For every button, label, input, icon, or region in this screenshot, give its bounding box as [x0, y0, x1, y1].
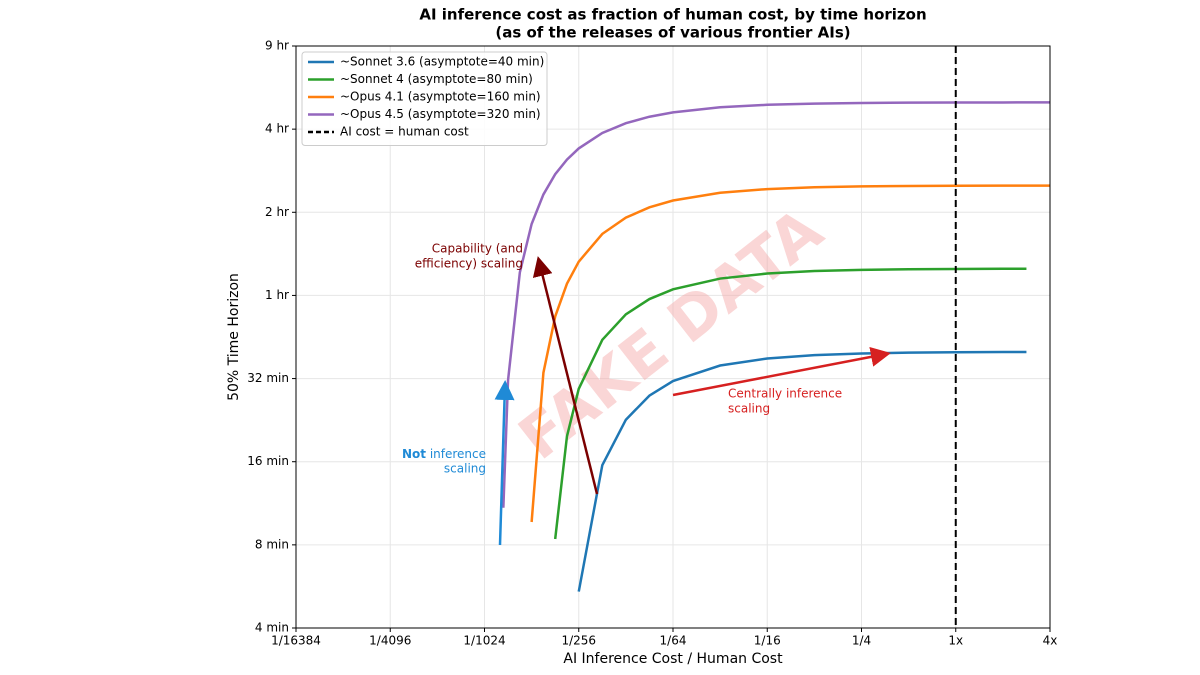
- watermark: FAKE DATA: [506, 195, 836, 474]
- y-tick-label: 32 min: [247, 371, 289, 385]
- plot-frame: [295, 45, 1051, 629]
- y-tick-label: 1 hr: [265, 288, 289, 302]
- legend-label: ~Sonnet 3.6 (asymptote=40 min): [340, 55, 544, 69]
- annotation-text: scaling: [728, 402, 770, 416]
- x-tick-label: 1x: [948, 634, 963, 648]
- y-tick-label: 4 min: [255, 621, 289, 635]
- x-tick-label: 1/4: [852, 634, 871, 648]
- chart-subtitle: (as of the releases of various frontier …: [495, 24, 850, 42]
- y-tick-label: 2 hr: [265, 205, 289, 219]
- x-tick-label: 4x: [1043, 634, 1058, 648]
- annotation-text: Centrally inference: [728, 387, 842, 401]
- x-tick-label: 1/64: [660, 634, 687, 648]
- x-tick-label: 1/1024: [463, 634, 505, 648]
- plot-lines: [502, 46, 1050, 628]
- series-line: [553, 267, 1027, 540]
- legend-label: ~Sonnet 4 (asymptote=80 min): [340, 72, 533, 86]
- annotation-text: scaling: [444, 462, 486, 476]
- x-tick-label: 1/4096: [369, 634, 411, 648]
- legend: ~Sonnet 3.6 (asymptote=40 min) ~Sonnet 4 …: [301, 51, 548, 146]
- series-line: [502, 101, 1050, 508]
- annotation-text: inference: [430, 447, 486, 461]
- x-tick-label: 1/16384: [271, 634, 321, 648]
- legend-box: [301, 51, 548, 146]
- arrow: [672, 347, 891, 397]
- x-tick-label: 1/256: [561, 634, 596, 648]
- arrow: [494, 380, 515, 546]
- y-tick-label: 4 hr: [265, 122, 289, 136]
- legend-label: ~Opus 4.1 (asymptote=160 min): [340, 90, 541, 104]
- legend-label: AI cost = human cost: [340, 125, 469, 139]
- y-tick-label: 16 min: [247, 454, 289, 468]
- y-tick-label: 9 hr: [265, 39, 289, 53]
- annotation-bold: Not: [402, 447, 426, 461]
- annotation-text: Not inference: [402, 447, 486, 461]
- annotation-text: Capability (and: [432, 242, 523, 256]
- arrow: [532, 256, 599, 495]
- annotation-text: efficiency) scaling: [415, 257, 523, 271]
- y-tick-label: 8 min: [255, 537, 289, 551]
- legend-label: ~Opus 4.5 (asymptote=320 min): [340, 107, 541, 121]
- y-axis-label: 50% Time Horizon: [226, 273, 242, 401]
- x-tick-label: 1/16: [754, 634, 781, 648]
- series-line: [530, 184, 1050, 523]
- chart-title: AI inference cost as fraction of human c…: [419, 6, 926, 24]
- series-line: [577, 350, 1027, 592]
- x-axis-label: AI Inference Cost / Human Cost: [563, 651, 783, 667]
- annotation-arrows: [494, 256, 891, 546]
